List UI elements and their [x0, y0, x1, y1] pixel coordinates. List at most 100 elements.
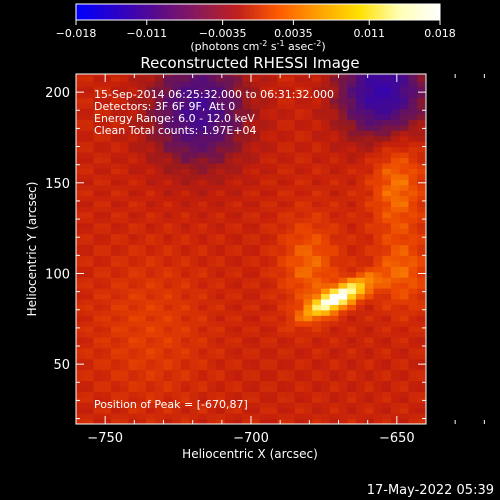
heatmap-cell [312, 277, 322, 284]
heatmap-cell [93, 200, 103, 207]
annotation-line: Energy Range: 6.0 - 12.0 keV [94, 112, 255, 125]
heatmap-cell [181, 141, 191, 148]
heatmap-cell [303, 81, 313, 88]
heatmap-cell [224, 141, 235, 148]
heatmap-cell [294, 97, 305, 104]
heatmap-cell [303, 413, 313, 420]
heatmap-cell [154, 277, 165, 284]
heatmap-cell [303, 222, 313, 229]
heatmap-cell [154, 260, 165, 267]
heatmap-cell [382, 320, 392, 327]
heatmap-cell [137, 239, 147, 246]
heatmap-cell [154, 222, 165, 229]
heatmap-cell [84, 320, 95, 327]
heatmap-cell [93, 157, 103, 164]
heatmap-cell [224, 97, 235, 104]
heatmap-cell [303, 179, 313, 186]
heatmap-cell [259, 151, 270, 159]
heatmap-cell [233, 206, 243, 213]
heatmap-cell [347, 228, 357, 235]
heatmap-cell [128, 353, 138, 360]
heatmap-cell [277, 336, 287, 343]
heatmap-cell [93, 92, 103, 99]
heatmap-cell [137, 277, 147, 284]
heatmap-cell [216, 369, 226, 376]
heatmap-cell [172, 407, 182, 414]
heatmap-cell [294, 260, 305, 267]
heatmap-cell [364, 228, 375, 235]
heatmap-cell [294, 195, 305, 202]
heatmap-cell [102, 282, 112, 289]
heatmap-cell [242, 81, 252, 88]
heatmap-cell [251, 92, 261, 99]
heatmap-cell [373, 385, 383, 392]
heatmap-cell [251, 233, 261, 240]
heatmap-cell [84, 298, 95, 305]
heatmap-cell [102, 287, 112, 295]
heatmap-cell [382, 75, 392, 82]
heatmap-cell [399, 353, 410, 360]
heatmap-cell [119, 375, 130, 382]
heatmap-cell [163, 293, 173, 300]
heatmap-cell [119, 135, 130, 142]
heatmap-cell [268, 179, 278, 186]
heatmap-cell [233, 336, 243, 343]
heatmap-cell [356, 309, 366, 316]
heatmap-cell [172, 255, 182, 262]
heatmap-cell [399, 162, 410, 169]
heatmap-cell [382, 266, 392, 273]
heatmap-cell [224, 146, 235, 153]
heatmap-cell [111, 287, 121, 295]
heatmap-cell [207, 222, 217, 229]
heatmap-cell [277, 108, 287, 115]
heatmap-cell [119, 108, 130, 115]
heatmap-cell [207, 195, 217, 202]
heatmap-cell [198, 385, 208, 392]
heatmap-cell [242, 407, 252, 414]
heatmap-cell [268, 358, 278, 365]
heatmap-cell [163, 326, 173, 333]
heatmap-cell [391, 413, 401, 420]
heatmap-cell [207, 255, 217, 262]
heatmap-cell [329, 179, 340, 186]
heatmap-cell [216, 282, 226, 289]
heatmap-cell [216, 320, 226, 327]
heatmap-cell [408, 206, 418, 213]
heatmap-cell [198, 157, 208, 164]
heatmap-cell [224, 184, 235, 191]
heatmap-cell [111, 260, 121, 267]
heatmap-cell [268, 347, 278, 354]
heatmap-cell [102, 315, 112, 322]
heatmap-cell [364, 184, 375, 191]
heatmap-cell [76, 86, 86, 93]
heatmap-cell [356, 179, 366, 186]
heatmap-cell [207, 369, 217, 376]
heatmap-cell [373, 375, 383, 382]
heatmap-cell [119, 396, 130, 403]
heatmap-cell [128, 211, 138, 218]
heatmap-cell [102, 74, 112, 77]
heatmap-cell [286, 217, 296, 224]
heatmap-cell [251, 336, 261, 343]
heatmap-cell [119, 195, 130, 202]
heatmap-cell [382, 347, 392, 354]
heatmap-cell [119, 407, 130, 414]
heatmap-cell [233, 146, 243, 153]
heatmap-cell [189, 380, 200, 387]
heatmap-cell [373, 173, 383, 180]
heatmap-cell [321, 391, 331, 398]
heatmap-cell [338, 97, 348, 104]
heatmap-cell [303, 113, 313, 120]
heatmap-cell [312, 97, 322, 104]
heatmap-cell [224, 244, 235, 251]
heatmap-cell [312, 260, 322, 267]
heatmap-cell [408, 309, 418, 316]
heatmap-cell [216, 233, 226, 240]
heatmap-cell [84, 97, 95, 104]
heatmap-cell [137, 266, 147, 273]
heatmap-cell [347, 353, 357, 360]
heatmap-cell [417, 222, 426, 229]
heatmap-cell [399, 342, 410, 349]
heatmap-cell [312, 282, 322, 289]
heatmap-cell [303, 309, 313, 316]
